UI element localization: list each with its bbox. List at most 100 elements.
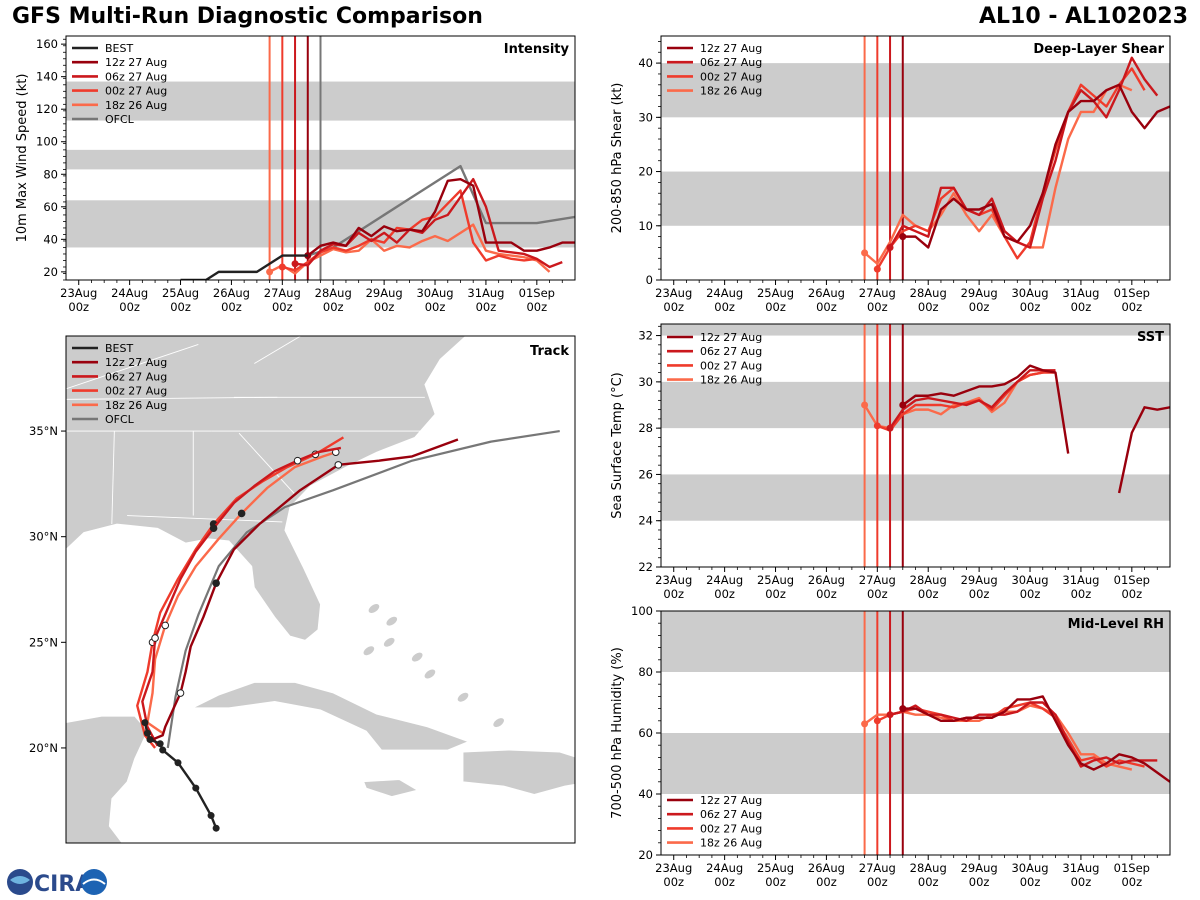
map-frame — [65, 335, 576, 844]
lat-tick-label: 20°N — [29, 741, 58, 755]
series-line — [307, 177, 575, 257]
series-line — [876, 67, 1146, 270]
shaded-band — [661, 63, 1170, 118]
series-start-marker — [873, 717, 881, 725]
x-tick-label: 01Sep — [1114, 861, 1150, 875]
x-tick-label: 29Aug — [961, 573, 998, 587]
figure-title: GFS Multi-Run Diagnostic Comparison — [12, 4, 483, 29]
track-point — [334, 461, 343, 469]
panel-title: SST — [1137, 330, 1164, 345]
track-point — [209, 524, 218, 533]
logo-badge-icon — [81, 869, 107, 895]
y-tick-label: 20 — [638, 165, 653, 179]
y-tick-label: 120 — [36, 102, 58, 116]
x-tick-label: 00z — [714, 587, 735, 601]
track-point — [176, 689, 185, 697]
land-hispaniola — [462, 749, 575, 795]
series-start-marker — [861, 720, 869, 728]
x-tick-label: 26Aug — [808, 573, 845, 587]
legend-entry: 06z 27 Aug — [105, 70, 167, 83]
x-tick-label: 26Aug — [808, 861, 845, 875]
y-tick-label: 26 — [638, 467, 653, 481]
legend-entry: 00z 27 Aug — [700, 359, 762, 372]
legend-entry: 00z 27 Aug — [700, 70, 762, 83]
x-tick-label: 00z — [221, 300, 242, 314]
y-tick-label: 32 — [638, 329, 653, 343]
series-line — [902, 83, 1170, 249]
y-tick-label: 22 — [638, 560, 653, 574]
legend-entry: 18z 26 Aug — [700, 837, 762, 850]
x-tick-label: 01Sep — [1114, 286, 1150, 300]
series-start-marker — [886, 711, 894, 719]
x-tick-label: 00z — [374, 300, 395, 314]
land-bahamas-island — [383, 637, 395, 647]
x-tick-label: 00z — [867, 300, 888, 314]
track-line — [136, 436, 345, 749]
series-line — [889, 56, 1159, 249]
panel-title: Intensity — [504, 42, 570, 57]
x-tick-label: 28Aug — [910, 861, 947, 875]
x-tick-label: 30Aug — [1011, 861, 1048, 875]
land-bahamas-island — [457, 692, 469, 702]
x-tick-label: 29Aug — [961, 861, 998, 875]
x-tick-label: 30Aug — [416, 286, 453, 300]
x-tick-label: 28Aug — [315, 286, 352, 300]
track-line — [152, 438, 459, 741]
panel-sst: 22242628303223Aug00z24Aug00z25Aug00z26Au… — [610, 323, 1171, 601]
x-tick-label: 00z — [1020, 587, 1041, 601]
land-bahamas-island — [386, 616, 398, 626]
series-line — [180, 254, 308, 280]
x-tick-label: 00z — [816, 300, 837, 314]
x-tick-label: 00z — [1121, 300, 1142, 314]
state-border — [66, 344, 199, 390]
x-tick-label: 00z — [476, 300, 497, 314]
logo-swirl-icon — [10, 876, 30, 884]
x-tick-label: 00z — [1071, 875, 1092, 889]
series-line — [876, 371, 1056, 432]
x-tick-label: 00z — [918, 300, 939, 314]
series-line — [889, 369, 1056, 429]
panel-title: Mid-Level RH — [1068, 617, 1164, 632]
x-tick-label: 00z — [969, 875, 990, 889]
state-border — [127, 515, 283, 523]
state-border — [238, 432, 296, 495]
x-tick-label: 31Aug — [467, 286, 504, 300]
x-tick-label: 00z — [272, 300, 293, 314]
x-tick-label: 31Aug — [1062, 861, 1099, 875]
legend-entry: 00z 27 Aug — [105, 85, 167, 98]
legend-entry: 18z 26 Aug — [105, 399, 167, 412]
land-bahamas-island — [493, 718, 504, 728]
series-start-marker — [873, 265, 881, 273]
y-tick-label: 100 — [631, 604, 653, 618]
x-tick-label: 00z — [663, 300, 684, 314]
y-tick-label: 30 — [638, 110, 653, 124]
y-tick-label: 100 — [36, 135, 58, 149]
legend-entry: 18z 26 Aug — [700, 85, 762, 98]
x-tick-label: 00z — [663, 875, 684, 889]
x-tick-label: 00z — [714, 875, 735, 889]
x-tick-label: 00z — [765, 875, 786, 889]
track-point — [161, 621, 170, 630]
y-tick-label: 140 — [36, 70, 58, 84]
y-tick-label: 10 — [638, 219, 653, 233]
x-tick-label: 00z — [1121, 587, 1142, 601]
x-tick-label: 28Aug — [910, 286, 947, 300]
x-tick-label: 27Aug — [859, 286, 896, 300]
panel-shear: 01020304023Aug00z24Aug00z25Aug00z26Aug00… — [610, 35, 1171, 314]
y-tick-label: 20 — [43, 265, 58, 279]
track-point — [293, 456, 302, 465]
x-tick-label: 31Aug — [1062, 573, 1099, 587]
legend-entry: 00z 27 Aug — [700, 822, 762, 835]
series-start-marker — [886, 424, 894, 432]
y-tick-label: 60 — [43, 200, 58, 214]
state-border — [66, 396, 278, 400]
land-bahamas-island — [368, 604, 380, 613]
x-tick-label: 00z — [969, 300, 990, 314]
x-tick-label: 00z — [867, 587, 888, 601]
track-point — [146, 735, 154, 743]
x-tick-label: 26Aug — [213, 286, 250, 300]
x-tick-label: 00z — [816, 875, 837, 889]
x-tick-label: 00z — [1071, 300, 1092, 314]
x-tick-label: 23Aug — [655, 861, 692, 875]
x-tick-label: 25Aug — [757, 286, 794, 300]
